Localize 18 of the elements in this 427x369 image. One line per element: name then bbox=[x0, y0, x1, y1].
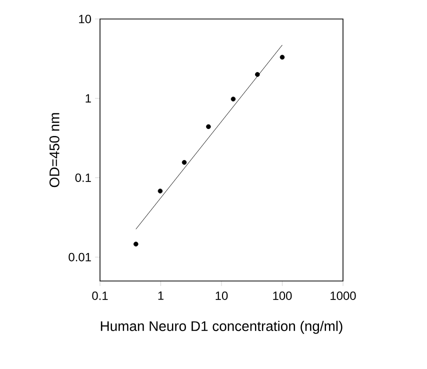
y-tick-label: 10 bbox=[79, 14, 92, 24]
point bbox=[280, 54, 285, 60]
x-tick-label: 1 bbox=[158, 292, 164, 300]
x-tick-label: 100 bbox=[273, 292, 292, 300]
x-tick-label: 1000 bbox=[330, 292, 356, 300]
y-tick-label: 0.01 bbox=[68, 252, 91, 262]
y-tick-label: 0.1 bbox=[75, 174, 91, 182]
y-tick-label: 1 bbox=[86, 94, 91, 102]
point bbox=[158, 188, 163, 194]
point bbox=[255, 72, 260, 77]
x-tick-label: 10 bbox=[216, 292, 228, 300]
x-axis-title: Human Neuro D1 concentration (ng/ml) bbox=[100, 320, 342, 334]
y-axis-title: OD=450 nm bbox=[49, 113, 60, 188]
point bbox=[182, 160, 187, 165]
point bbox=[230, 96, 236, 102]
point bbox=[134, 242, 138, 246]
x-tick-label: 0.1 bbox=[92, 292, 108, 300]
point bbox=[206, 124, 211, 130]
